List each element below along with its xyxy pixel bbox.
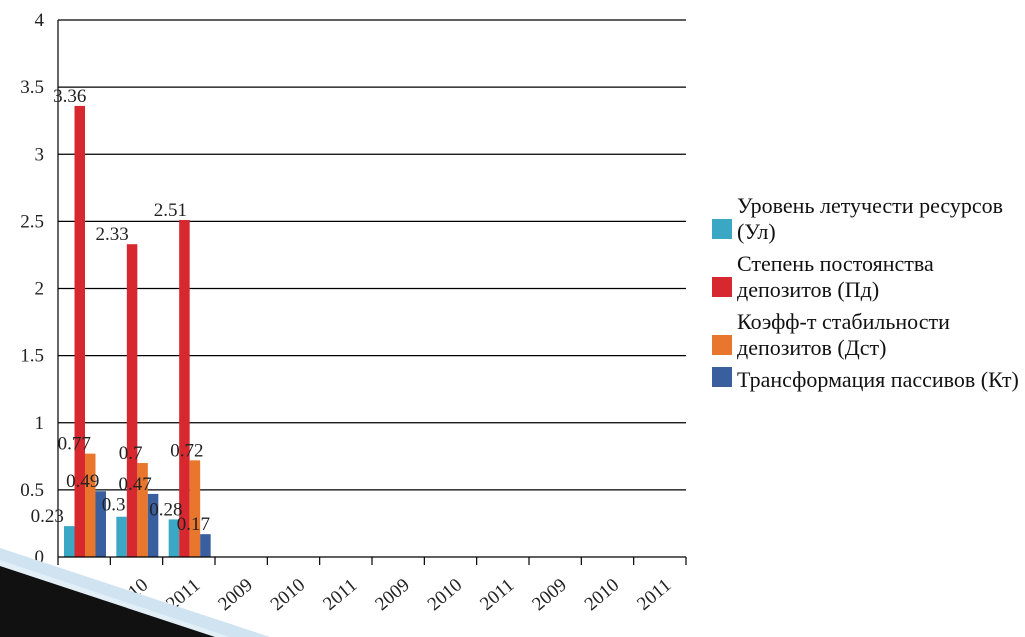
legend-swatch-pd: [712, 277, 732, 297]
bars: [64, 105, 211, 558]
slide-corner-decoration: [0, 548, 270, 637]
x-tick-label: 2010: [267, 575, 310, 616]
legend-swatch-kt: [712, 367, 732, 387]
y-tick-label: 2.5: [20, 211, 44, 232]
y-tick-label: 1.5: [20, 346, 44, 367]
bar: [95, 491, 106, 557]
x-tick-label: 2011: [476, 575, 518, 615]
bar: [85, 453, 96, 557]
legend-label-dst: Коэфф-т стабильности депозитов (Дст): [737, 309, 950, 360]
data-label: 0.49: [66, 471, 99, 492]
legend-swatch-dst: [712, 335, 732, 355]
legend-swatch-ul: [712, 219, 732, 239]
x-tick-label: 2009: [371, 575, 414, 616]
legend-item-ul: Уровень летучести ресурсов (Ул): [712, 193, 1024, 245]
bar: [200, 534, 211, 557]
bar: [147, 493, 159, 557]
x-tick-label: 2011: [633, 575, 675, 615]
bar: [189, 460, 201, 557]
legend-label-kt: Трансформация пассивов (Кт): [737, 367, 1019, 392]
y-tick-label: 1: [35, 413, 45, 434]
bar: [137, 463, 148, 557]
legend-label-ul: Уровень летучести ресурсов (Ул): [737, 193, 1004, 244]
legend-item-pd: Степень постоянства депозитов (Пд): [712, 251, 1024, 303]
legend-item-kt: Трансформация пассивов (Кт): [712, 367, 1024, 393]
data-label: 2.33: [95, 224, 128, 245]
bar: [64, 526, 75, 557]
bar: [116, 516, 127, 557]
data-label: 3.36: [53, 86, 86, 107]
y-tick-label: 4: [35, 10, 45, 31]
y-tick-label: 3: [35, 144, 45, 165]
x-tick-label: 2011: [319, 575, 361, 615]
data-label: 0.7: [119, 443, 143, 464]
bar: [126, 244, 138, 557]
x-tick-label: 2010: [581, 575, 624, 616]
y-tick-label: 0.5: [20, 480, 44, 501]
legend-label-pd: Степень постоянства депозитов (Пд): [737, 251, 934, 302]
data-label: 0.17: [177, 514, 210, 535]
data-labels: 0.23 0.3 0.28 3.36 2.33 2.51 0.77 0.7 0.72 0.49 0.…: [31, 86, 210, 535]
y-tick-label: 3.5: [20, 77, 44, 98]
bar: [168, 519, 180, 557]
x-tick-label: 2010: [424, 575, 467, 616]
x-tick-label: 2009: [528, 575, 571, 616]
data-label: 2.51: [154, 200, 187, 221]
x-tick-label: 2009: [214, 575, 257, 616]
y-tick-label: 0: [35, 547, 45, 568]
data-label: 0.3: [102, 495, 126, 516]
data-label: 0.47: [118, 474, 151, 495]
y-tick-label: 2: [35, 279, 45, 300]
legend-item-dst: Коэфф-т стабильности депозитов (Дст): [712, 309, 1024, 361]
decor-stripe-dark: [0, 566, 215, 637]
data-label: 0.28: [149, 499, 182, 520]
data-label: 0.77: [58, 434, 91, 455]
bar: [74, 105, 85, 558]
bar: [179, 220, 190, 557]
grid-lines: [58, 19, 686, 491]
data-label: 0.23: [31, 506, 64, 527]
chart-legend: Уровень летучести ресурсов (Ул) Степень …: [712, 193, 1024, 399]
data-label: 0.72: [170, 440, 203, 461]
